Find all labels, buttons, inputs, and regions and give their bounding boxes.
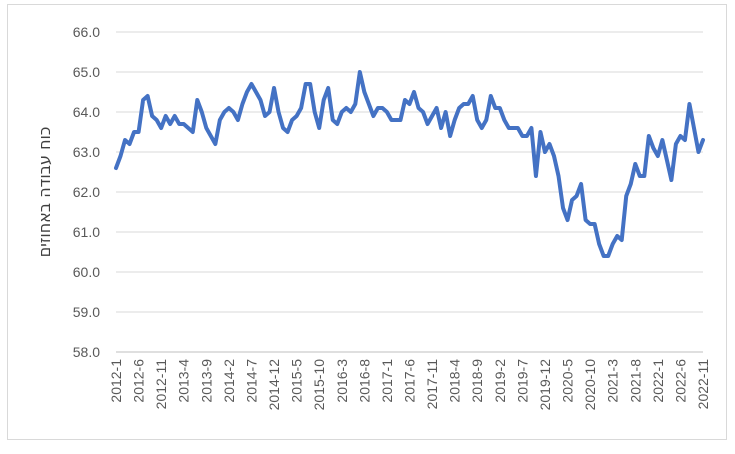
chart-area bbox=[7, 4, 727, 440]
x-tick-label: 2017-1 bbox=[379, 359, 395, 403]
y-tick-label: 58.0 bbox=[73, 344, 100, 360]
x-tick-label: 2015-10 bbox=[311, 359, 327, 411]
x-tick-label: 2016-8 bbox=[356, 359, 372, 403]
x-tick-label: 2016-3 bbox=[334, 359, 350, 403]
y-tick-label: 63.0 bbox=[73, 144, 100, 160]
x-tick-label: 2021-8 bbox=[627, 359, 643, 403]
x-tick-label: 2012-6 bbox=[131, 359, 147, 403]
y-tick-label: 59.0 bbox=[73, 304, 100, 320]
x-tick-label: 2021-3 bbox=[605, 359, 621, 403]
x-tick-label: 2022-1 bbox=[650, 359, 666, 403]
x-tick-label: 2017-6 bbox=[402, 359, 418, 403]
x-tick-label: 2015-5 bbox=[289, 359, 305, 403]
y-tick-label: 61.0 bbox=[73, 224, 100, 240]
x-tick-label: 2022-6 bbox=[672, 359, 688, 403]
x-axis-ticks: 2012-1 2012-6 2012-11 2013-4 2013-9 2014-2 201… bbox=[108, 359, 711, 411]
y-tick-label: 62.0 bbox=[73, 184, 100, 200]
x-tick-label: 2014-2 bbox=[221, 359, 237, 403]
series-line bbox=[114, 70, 705, 258]
y-tick-label: 60.0 bbox=[73, 264, 100, 280]
y-axis-ticks: 58.0 59.0 60.0 61.0 62.0 63.0 64.0 65.0 66.0 bbox=[73, 24, 100, 360]
x-tick-label: 2013-4 bbox=[176, 359, 192, 403]
y-axis-label: כוח עבודה באחוזים bbox=[35, 127, 54, 258]
gridlines bbox=[116, 31, 703, 353]
x-tick-label: 2014-7 bbox=[243, 359, 259, 403]
x-tick-label: 2018-9 bbox=[469, 359, 485, 403]
x-tick-label: 2018-4 bbox=[447, 359, 463, 403]
y-tick-label: 64.0 bbox=[73, 104, 100, 120]
y-tick-label: 65.0 bbox=[73, 64, 100, 80]
x-tick-label: 2013-9 bbox=[198, 359, 214, 403]
x-tick-label: 2019-12 bbox=[537, 359, 553, 411]
x-tick-label: 2014-12 bbox=[266, 359, 282, 411]
x-tick-label: 2020-5 bbox=[560, 359, 576, 403]
y-tick-label: 66.0 bbox=[73, 24, 100, 40]
x-tick-label: 2017-11 bbox=[424, 359, 440, 410]
x-tick-label: 2012-11 bbox=[153, 359, 169, 410]
x-tick-label: 2022-11 bbox=[695, 359, 711, 410]
x-tick-label: 2019-2 bbox=[492, 359, 508, 403]
x-tick-label: 2020-10 bbox=[582, 359, 598, 411]
x-tick-label: 2019-7 bbox=[514, 359, 530, 403]
x-tick-label: 2012-1 bbox=[108, 359, 124, 403]
